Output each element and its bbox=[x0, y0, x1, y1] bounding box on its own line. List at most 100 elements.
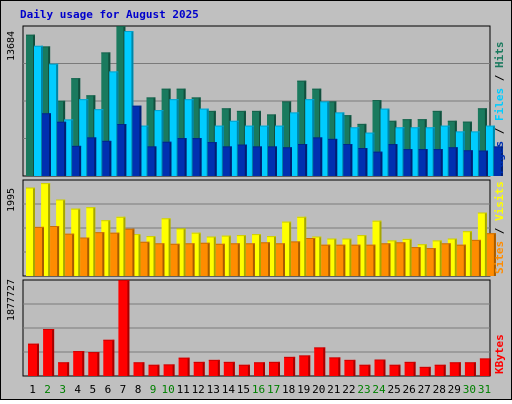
x-tick-day-17: 17 bbox=[267, 383, 280, 396]
panel-visits-sites: 1995 Sites / Visits bbox=[6, 179, 506, 277]
bar-top bbox=[161, 88, 171, 90]
x-tick-day-29: 29 bbox=[448, 383, 461, 396]
x-tick-day-22: 22 bbox=[342, 383, 355, 396]
bar-shade bbox=[191, 99, 194, 176]
bar-files-day-7 bbox=[124, 31, 134, 176]
bar-top bbox=[327, 238, 337, 240]
bar-top bbox=[56, 100, 66, 102]
bar-shade bbox=[433, 248, 436, 276]
bar-top bbox=[236, 110, 246, 112]
bar-top bbox=[221, 235, 231, 237]
bar-top bbox=[298, 144, 308, 145]
bar-shade bbox=[48, 183, 51, 276]
bar-files-day-22 bbox=[350, 127, 360, 176]
bar-shade bbox=[304, 216, 307, 276]
bar-shade bbox=[379, 220, 382, 276]
bar-shade bbox=[454, 238, 457, 276]
bar-shade bbox=[424, 244, 427, 276]
panel-kbytes: 1877727 KBytes bbox=[6, 279, 506, 377]
bar-top bbox=[146, 97, 156, 99]
bar-shade bbox=[485, 150, 488, 176]
bar-top bbox=[116, 216, 126, 218]
bar-hits-day-28 bbox=[432, 110, 442, 176]
bar-top bbox=[366, 244, 376, 246]
bar-sites-day-25 bbox=[396, 242, 406, 276]
bar-shade bbox=[57, 226, 60, 276]
bar-kbytes-day-15 bbox=[238, 364, 250, 376]
bar-shade bbox=[207, 242, 210, 276]
bar-shade bbox=[268, 242, 270, 276]
bar-shade bbox=[458, 362, 461, 376]
bar-top bbox=[463, 150, 473, 152]
bar-visits-day-30 bbox=[462, 231, 472, 276]
bar-shade bbox=[147, 241, 150, 276]
bar-shade bbox=[380, 151, 383, 176]
bar-top bbox=[417, 244, 427, 246]
bar-shade bbox=[343, 244, 346, 276]
bar-shade bbox=[428, 366, 431, 376]
legend-hits-files-pages: Pages / Files / Hits bbox=[493, 42, 506, 175]
bar-top bbox=[396, 242, 406, 244]
bar-sites-day-6 bbox=[110, 232, 120, 276]
bar-hits-day-7 bbox=[116, 26, 126, 176]
bar-top bbox=[191, 97, 201, 99]
bar-top bbox=[261, 242, 270, 244]
bar-top bbox=[306, 238, 316, 239]
bar-kbytes-day-26 bbox=[404, 361, 416, 376]
bar-top bbox=[50, 226, 60, 227]
bar-visits-day-4 bbox=[71, 208, 81, 276]
bar-pages-day-18 bbox=[298, 144, 308, 176]
bar-top bbox=[344, 359, 356, 361]
bar-hits-day-1 bbox=[26, 34, 35, 177]
x-tick-day-7: 7 bbox=[120, 383, 127, 396]
bar-top bbox=[425, 127, 435, 129]
bar-files-day-18 bbox=[290, 112, 300, 176]
bar-top bbox=[417, 119, 427, 121]
bar-shade bbox=[202, 361, 205, 376]
x-tick-day-19: 19 bbox=[297, 383, 310, 396]
bar-top bbox=[411, 247, 421, 249]
bar-top bbox=[86, 95, 96, 97]
bar-files-day-5 bbox=[94, 109, 104, 176]
bar-visits-day-17 bbox=[267, 236, 276, 276]
bar-shade bbox=[493, 233, 496, 276]
bar-shade bbox=[398, 364, 401, 376]
bar-files-day-29 bbox=[455, 131, 465, 176]
x-tick-day-13: 13 bbox=[207, 383, 220, 396]
bar-pages-day-23 bbox=[373, 151, 383, 176]
bar-visits-day-6 bbox=[101, 220, 111, 276]
bar-top bbox=[314, 347, 326, 349]
legend-kbytes: KBytes bbox=[493, 334, 506, 374]
bar-files-day-12 bbox=[199, 108, 209, 176]
bar-shade bbox=[478, 239, 481, 276]
bar-pages-day-1 bbox=[42, 113, 51, 176]
bar-top bbox=[176, 88, 186, 90]
bar-top bbox=[192, 138, 202, 140]
bar-visits-day-12 bbox=[191, 232, 201, 276]
x-tick-day-15: 15 bbox=[237, 383, 250, 396]
bar-hits-day-27 bbox=[417, 119, 427, 176]
bar-top bbox=[357, 235, 367, 237]
chart-panels: 13684 Pages / Files / Hits 1995 Sites / Vis… bbox=[6, 25, 506, 377]
bar-shade bbox=[112, 339, 115, 376]
bar-shade bbox=[192, 243, 195, 276]
bar-hits-day-31 bbox=[477, 108, 487, 176]
bar-files-day-21 bbox=[335, 112, 345, 176]
bar-files-day-28 bbox=[440, 125, 450, 176]
bar-pages-day-9 bbox=[162, 141, 172, 176]
bar-shade bbox=[274, 236, 276, 276]
bar-top bbox=[206, 236, 216, 238]
bar-top bbox=[267, 236, 276, 238]
bar-sites-day-21 bbox=[336, 244, 346, 276]
bar-pages-day-17 bbox=[283, 147, 292, 176]
x-tick-day-8: 8 bbox=[135, 383, 142, 396]
x-tick-day-6: 6 bbox=[105, 383, 112, 396]
bar-top bbox=[389, 364, 401, 366]
bar-sites-day-28 bbox=[441, 243, 451, 276]
x-tick-day-5: 5 bbox=[89, 383, 96, 396]
bar-top bbox=[455, 131, 465, 133]
bar-kbytes-day-20 bbox=[314, 347, 326, 376]
bar-top bbox=[131, 234, 141, 236]
bar-top bbox=[252, 110, 261, 112]
bar-top bbox=[441, 243, 451, 245]
